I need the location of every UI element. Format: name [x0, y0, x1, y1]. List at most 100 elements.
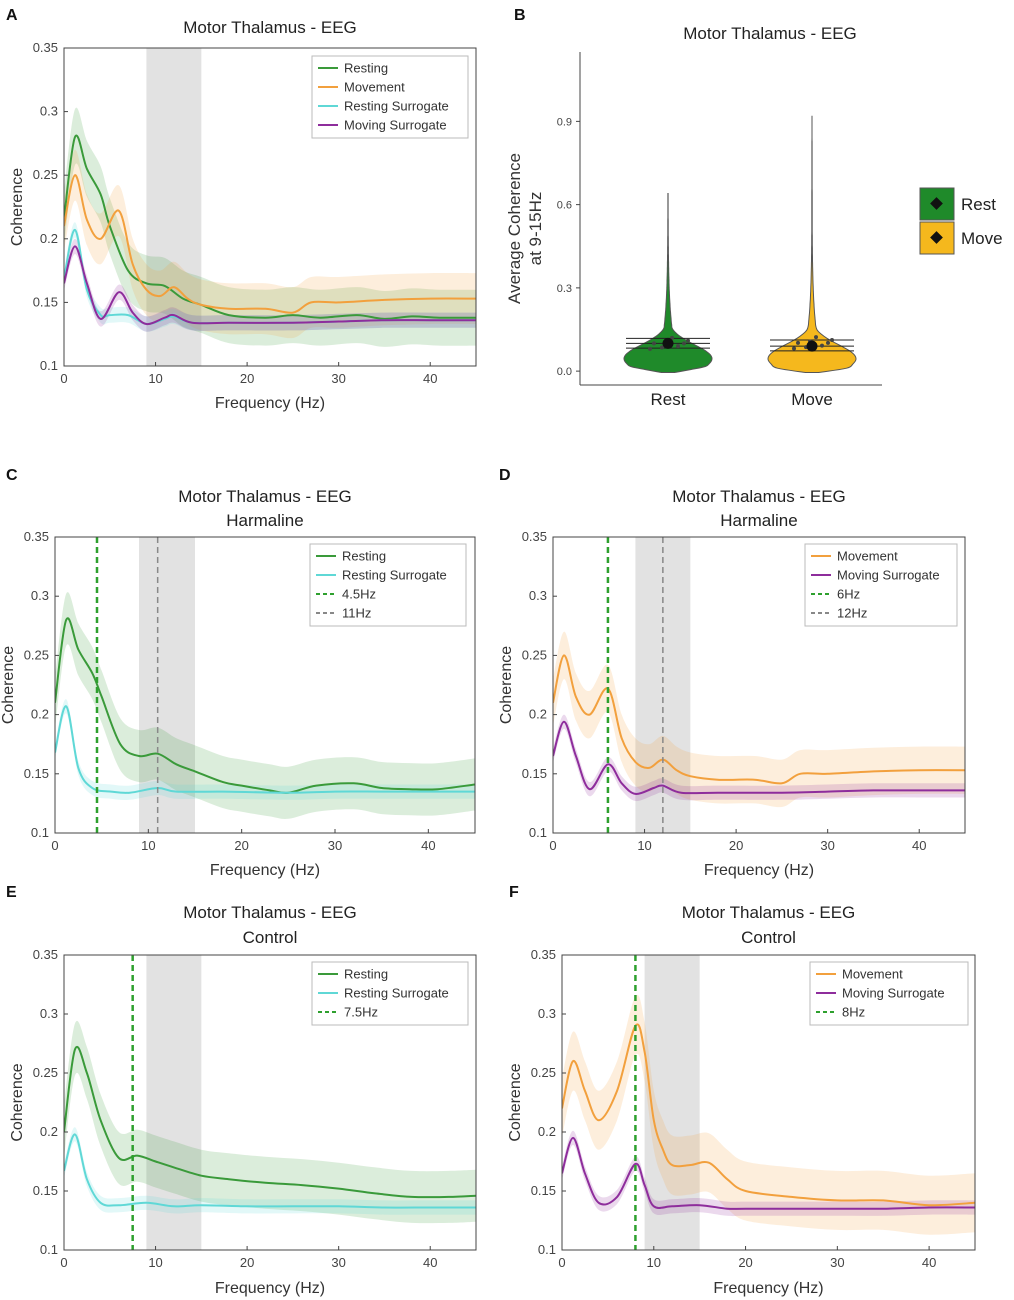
- y-tick-label: 0.25: [33, 1065, 58, 1080]
- violin-move: [767, 115, 857, 373]
- data-point: [826, 340, 830, 345]
- x-axis-label: Frequency (Hz): [713, 1280, 823, 1297]
- shaded-band: [146, 955, 202, 1250]
- y-axis-label-line: Average Coherence: [505, 153, 524, 304]
- panel-letter: D: [499, 467, 511, 484]
- x-tick-label: 20: [738, 1255, 752, 1270]
- y-tick-label: 0.15: [24, 766, 49, 781]
- data-point: [820, 343, 824, 348]
- data-point: [796, 340, 800, 345]
- chart-subtitle: Harmaline: [720, 511, 797, 530]
- y-axis-label: Coherence: [9, 168, 26, 246]
- x-tick-label: 40: [421, 838, 435, 853]
- chart-subtitle: Control: [741, 928, 796, 947]
- data-point: [682, 341, 686, 346]
- data-point: [652, 341, 656, 346]
- y-axis-label: Average Coherence at 9-15Hz: [505, 153, 545, 304]
- y-tick-label: 0.15: [522, 766, 547, 781]
- y-tick-label: 0.25: [33, 167, 58, 182]
- legend-label: Resting: [344, 967, 388, 982]
- y-tick-label: 0.25: [531, 1065, 556, 1080]
- panel-d: D Motor Thalamus - EEG Harmaline 0 10 20 30 40 0…: [498, 467, 966, 879]
- x-tick-label: 20: [240, 371, 254, 386]
- x-tick-label: 30: [331, 1255, 345, 1270]
- y-tick-label: 0.35: [24, 529, 49, 544]
- x-tick-label: 0: [51, 838, 58, 853]
- series-line-movement: [562, 1023, 975, 1207]
- y-tick-label: 0.15: [33, 294, 58, 309]
- y-tick-label: 0.2: [31, 707, 49, 722]
- chart-title: Motor Thalamus - EEG: [682, 903, 856, 922]
- data-point: [792, 346, 796, 351]
- y-tick-label: 0.3: [31, 588, 49, 603]
- y-tick-label: 0.1: [31, 825, 49, 840]
- series-band-moving-surrogate: [553, 714, 965, 802]
- legend-label: Moving Surrogate: [842, 986, 945, 1001]
- y-tick-label: 0.35: [531, 947, 556, 962]
- series-line-movement: [553, 654, 965, 785]
- shaded-band: [146, 48, 202, 366]
- y-tick-label: 0.2: [40, 231, 58, 246]
- panel-e: E Motor Thalamus - EEG Control 0 10 20 30 40 0.1…: [6, 884, 477, 1297]
- x-tick-label: 10: [637, 838, 651, 853]
- legend-label: Resting Surrogate: [342, 568, 447, 583]
- panel-a: A Motor Thalamus - EEG 0 10 20 30 40 0.1 0.15 0.2…: [6, 7, 477, 412]
- data-point: [660, 345, 664, 350]
- legend-label: Resting: [344, 61, 388, 76]
- panel-letter: C: [6, 467, 18, 484]
- y-tick-label: 0.2: [538, 1124, 556, 1139]
- shaded-band: [635, 537, 691, 833]
- legend: Resting Movement Resting Surrogate Moving S…: [311, 55, 469, 139]
- plot-frame: [63, 47, 477, 367]
- x-tick-label: 0: [558, 1255, 565, 1270]
- panel-f: F Motor Thalamus - EEG Control 0 10 20 30 40 0.1…: [507, 884, 976, 1297]
- x-tick-label: 0: [60, 371, 67, 386]
- panel-letter: B: [514, 7, 526, 24]
- x-tick-label: 40: [423, 371, 437, 386]
- chart-title: Motor Thalamus - EEG: [683, 24, 857, 43]
- panel-letter: E: [6, 884, 17, 901]
- series-band-movement: [562, 994, 975, 1235]
- legend-label: Moving Surrogate: [837, 568, 940, 583]
- mean-marker: [662, 337, 674, 349]
- legend-label: 7.5Hz: [344, 1005, 378, 1020]
- series-band-resting: [64, 1020, 476, 1224]
- y-tick-label: 0.15: [33, 1183, 58, 1198]
- x-tick-label: 10: [647, 1255, 661, 1270]
- x-tick-label: 20: [234, 838, 248, 853]
- x-tick-label: 20: [240, 1255, 254, 1270]
- y-tick-label: 0.35: [33, 947, 58, 962]
- legend-label: Resting: [342, 549, 386, 564]
- x-tick-label: 20: [729, 838, 743, 853]
- chart-title: Motor Thalamus - EEG: [672, 487, 846, 506]
- legend-box: [809, 961, 969, 1026]
- violin-rest: [623, 193, 713, 373]
- panel-letter: F: [509, 884, 519, 901]
- y-axis-label: Coherence: [507, 1063, 524, 1141]
- legend-label: Movement: [842, 967, 903, 982]
- y-tick-label: 0.3: [557, 283, 572, 295]
- chart-title: Motor Thalamus - EEG: [183, 18, 357, 37]
- y-tick-label: 0.2: [529, 707, 547, 722]
- y-tick-label: 0.25: [24, 647, 49, 662]
- y-tick-label: 0.1: [40, 358, 58, 373]
- x-tick-label: 10: [148, 371, 162, 386]
- legend-label: 4.5Hz: [342, 587, 376, 602]
- plot-frame: [63, 954, 477, 1251]
- panel-c: C Motor Thalamus - EEG Harmaline 0 10 20 30 40 0…: [0, 467, 476, 879]
- data-point: [830, 337, 834, 342]
- legend-label: Move: [961, 229, 1003, 248]
- legend-label: 6Hz: [837, 587, 860, 602]
- series-line-resting: [64, 1046, 476, 1199]
- x-tick-label: 10: [148, 1255, 162, 1270]
- legend-label: Moving Surrogate: [344, 118, 447, 133]
- legend-label: Resting Surrogate: [344, 986, 449, 1001]
- x-tick-label: 30: [830, 1255, 844, 1270]
- y-tick-label: 0.3: [538, 1006, 556, 1021]
- series-line-movement: [64, 174, 476, 314]
- series-band-moving-surrogate: [64, 238, 476, 332]
- series-line-moving-surrogate: [553, 720, 965, 795]
- chart-title: Motor Thalamus - EEG: [183, 903, 357, 922]
- mean-marker: [806, 340, 818, 352]
